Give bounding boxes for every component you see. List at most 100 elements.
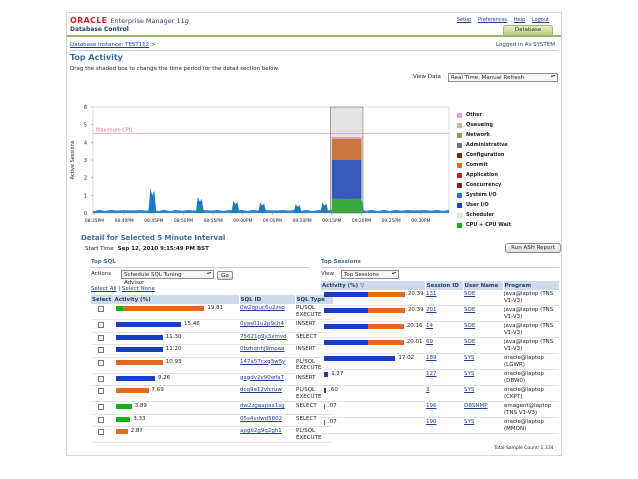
activity-value: 1.27 [331, 371, 344, 377]
col-activity[interactable]: Activity (%) [113, 295, 240, 304]
legend-label: System I/O [466, 192, 497, 198]
legend-item: CPU + CPU Wait [457, 220, 511, 230]
breadcrumb: Database Instance: TEST112 > [70, 42, 156, 48]
activity-bar-orange-segment [116, 359, 163, 365]
select-none-link[interactable]: Select None [121, 286, 155, 292]
logout-link[interactable]: Logout [531, 17, 549, 23]
activity-cell: 2.87 [113, 426, 239, 443]
sql-id-link[interactable]: 0bzhqhhj9mpaa [239, 344, 295, 358]
help-link[interactable]: Help [513, 17, 526, 23]
select-cell[interactable] [91, 414, 113, 427]
table-row: 19.81 0w2qpuc6u2zsp PL/SQL EXECUTE [91, 304, 333, 320]
activity-bar: 20.39 [322, 307, 424, 315]
table-row: 20.01 69 SOE java@laptop (TNS V1-V3) [321, 337, 559, 354]
row-checkbox[interactable] [98, 375, 104, 382]
sql-id-link[interactable]: 147a57cxq3w5y [239, 357, 295, 374]
sql-id-link[interactable]: 0w2qpuc6u2zsp [239, 304, 295, 320]
x-tick-label: 09:00PM [233, 218, 252, 224]
user-name-link[interactable]: SYS [463, 417, 503, 434]
commit-block [331, 138, 362, 160]
table-row: 10.93 147a57cxq3w5y PL/SQL EXECUTE [91, 357, 333, 374]
select-cell[interactable] [91, 373, 113, 386]
select-cell[interactable] [91, 344, 113, 358]
preferences-link[interactable]: Preferences [477, 17, 508, 23]
select-cell[interactable] [91, 426, 113, 443]
activity-bar-green-segment [116, 416, 131, 422]
sessions-view-select[interactable]: Top Sessions [341, 270, 399, 279]
table-row: 2.87 apgb2g9q2gh1 PL/SQL EXECUTE [91, 426, 333, 443]
legend-item: User I/O [457, 200, 511, 210]
col-sql-id[interactable]: SQL ID [239, 295, 296, 304]
row-checkbox[interactable] [98, 429, 104, 435]
sql-id-link[interactable]: 05s4vdwd5802 [239, 414, 295, 427]
activity-bar-blue-segment [324, 340, 369, 345]
col-program[interactable]: Program [503, 281, 560, 290]
session-id-link[interactable]: 3 [425, 385, 463, 402]
table-row: .60 3 SYS oracle@laptop (CKPT) [321, 385, 559, 402]
legend-label: Network [466, 132, 490, 138]
row-checkbox[interactable] [98, 359, 104, 366]
sql-id-link[interactable]: dcq9a12vlcruw [239, 385, 295, 402]
view-data-select[interactable]: Real Time: Manual Refresh [448, 73, 558, 82]
col-user-name[interactable]: User Name [463, 281, 504, 290]
breadcrumb-instance-link[interactable]: Database Instance: TEST112 [70, 42, 150, 48]
select-cell[interactable] [91, 304, 113, 320]
session-id-link[interactable]: 131 [425, 290, 463, 306]
setup-link[interactable]: Setup [456, 17, 472, 23]
user-name-link[interactable]: SOE [463, 290, 503, 306]
go-button[interactable]: Go [217, 271, 233, 280]
user-name-link[interactable]: SOE [463, 337, 503, 354]
select-cell[interactable] [91, 332, 113, 345]
select-cell[interactable] [91, 319, 113, 333]
select-all-link[interactable]: Select All [91, 286, 117, 292]
sql-id-link[interactable]: 0yas01u2p9ch4 [239, 319, 295, 333]
sql-id-link[interactable]: gxgdv2v90wfa7 [239, 373, 295, 386]
session-id-link[interactable]: 69 [425, 337, 463, 354]
sql-id-link[interactable]: apgb2g9q2gh1 [239, 426, 295, 443]
max-cpu-label: Maximum CPU [96, 128, 133, 134]
user-name-link[interactable]: SYS [463, 353, 503, 370]
select-cell[interactable] [91, 401, 113, 415]
session-id-link[interactable]: 14 [425, 321, 463, 338]
col-sess-activity[interactable]: Activity (%) ▽ [321, 281, 426, 290]
top-activity-chart[interactable]: Active Sessions 0 1 2 3 4 5 6 08:35PM 08:40PM 08:4… [67, 83, 561, 233]
user-name-link[interactable]: SOE [463, 305, 503, 322]
x-tick-label: 08:55PM [204, 218, 223, 224]
session-id-link[interactable]: 189 [425, 353, 463, 370]
activity-value: 7.69 [151, 387, 164, 393]
tab-database[interactable]: Database [503, 25, 553, 35]
row-checkbox[interactable] [98, 322, 104, 328]
row-checkbox[interactable] [98, 306, 104, 312]
select-cell[interactable] [91, 357, 113, 374]
user-name-link[interactable]: DBSNMP [463, 401, 503, 418]
legend-swatch [457, 222, 462, 228]
row-checkbox[interactable] [98, 416, 104, 423]
run-ash-report-button[interactable]: Run ASH Report [505, 243, 561, 253]
session-id-link[interactable]: 190 [425, 417, 463, 434]
sql-action-select[interactable]: Schedule SQL Tuning Advisor [121, 270, 214, 286]
row-checkbox[interactable] [98, 347, 104, 353]
user-name-link[interactable]: SOE [463, 321, 503, 338]
row-checkbox[interactable] [98, 334, 104, 341]
user-name-link[interactable]: SYS [463, 369, 503, 386]
row-checkbox[interactable] [98, 388, 104, 394]
legend-label: Scheduler [466, 212, 495, 218]
col-session-id[interactable]: Session ID [425, 281, 464, 290]
sql-id-link[interactable]: dw2zgaapax1sg [239, 401, 295, 415]
activity-bar: 10.93 [114, 359, 238, 367]
activity-bar: 3.89 [114, 403, 238, 411]
activity-value: .60 [329, 387, 338, 393]
activity-bar: 3.33 [114, 416, 238, 424]
select-cell[interactable] [91, 385, 113, 402]
user-name-link[interactable]: SYS [463, 385, 503, 402]
session-id-link[interactable]: 201 [425, 305, 463, 322]
sql-id-link[interactable]: 75621g9y3xmvd [239, 332, 295, 345]
session-id-link[interactable]: 196 [425, 401, 463, 418]
activity-cell: 15.46 [113, 319, 239, 333]
session-id-link[interactable]: 127 [425, 369, 463, 386]
table-row: 3.33 05s4vdwd5802 SELECT [91, 414, 333, 427]
legend-swatch [457, 142, 462, 148]
row-checkbox[interactable] [98, 404, 104, 410]
top-sessions-divider [321, 267, 559, 268]
activity-value: 9.26 [158, 374, 171, 381]
